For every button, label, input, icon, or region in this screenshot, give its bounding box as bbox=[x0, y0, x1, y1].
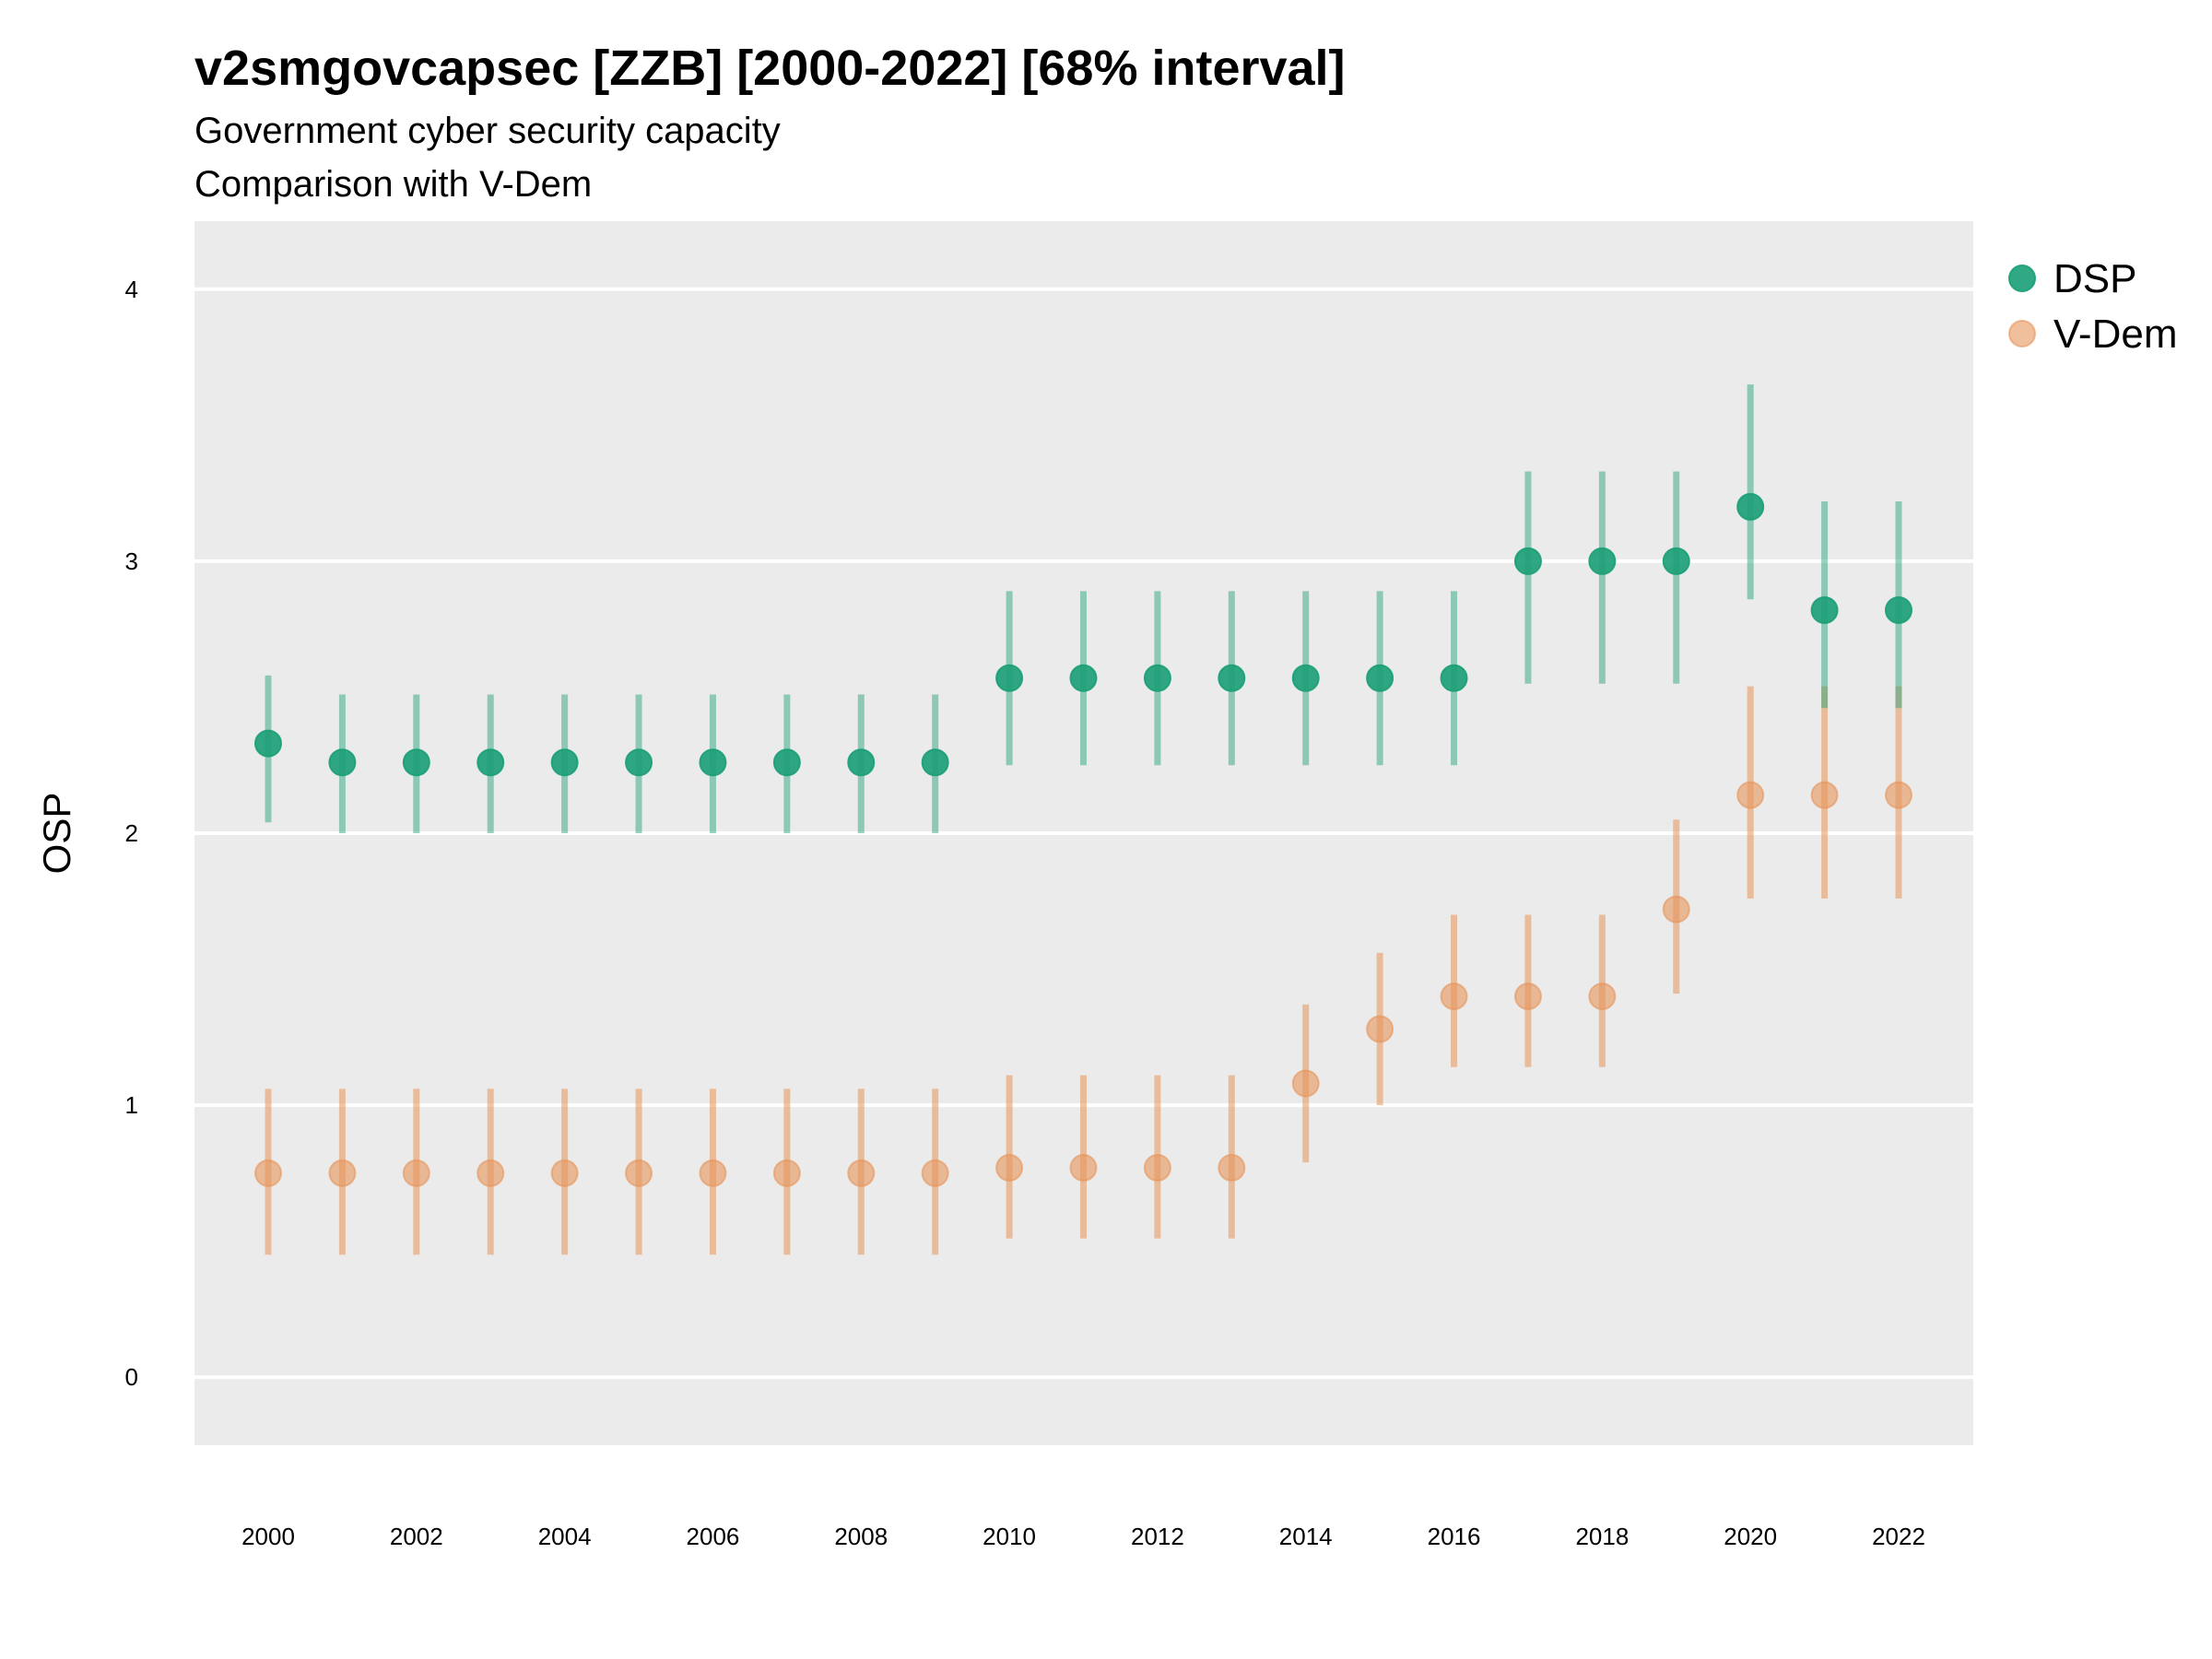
point-vdem-2018 bbox=[1588, 982, 1617, 1011]
point-vdem-2014 bbox=[1291, 1069, 1320, 1098]
point-dsp-2007 bbox=[772, 748, 801, 777]
y-axis-label: OSP bbox=[35, 793, 78, 875]
point-vdem-2009 bbox=[921, 1159, 949, 1187]
point-vdem-2016 bbox=[1440, 982, 1468, 1011]
point-vdem-2012 bbox=[1143, 1153, 1171, 1182]
x-tick-label-2014: 2014 bbox=[1279, 1523, 1333, 1550]
legend: DSP V-Dem bbox=[2008, 256, 2177, 357]
x-tick-label-2004: 2004 bbox=[538, 1523, 592, 1550]
point-dsp-2022 bbox=[1885, 596, 1912, 625]
y-tick-label-2: 2 bbox=[125, 819, 138, 847]
legend-key-vdem bbox=[2008, 320, 2036, 347]
y-tick-label-0: 0 bbox=[125, 1363, 138, 1391]
point-vdem-2021 bbox=[1810, 781, 1839, 809]
point-vdem-2003 bbox=[477, 1159, 505, 1187]
point-dsp-2014 bbox=[1291, 664, 1320, 692]
point-vdem-2013 bbox=[1218, 1153, 1246, 1182]
series-vdem bbox=[254, 686, 1912, 1255]
x-axis-ticks: 2000 2002 2004 2006 2008 2010 2012 2014 2016 2018… bbox=[241, 1523, 1925, 1550]
point-dsp-2017 bbox=[1513, 547, 1542, 575]
point-dsp-2001 bbox=[328, 748, 357, 777]
data-marks bbox=[254, 384, 1912, 1255]
x-tick-label-2006: 2006 bbox=[687, 1523, 740, 1550]
point-vdem-2004 bbox=[550, 1159, 579, 1187]
point-dsp-2019 bbox=[1662, 547, 1690, 575]
point-vdem-2002 bbox=[402, 1159, 430, 1187]
point-vdem-2008 bbox=[847, 1159, 876, 1187]
point-vdem-2005 bbox=[625, 1159, 653, 1187]
point-dsp-2012 bbox=[1143, 664, 1171, 692]
point-vdem-2007 bbox=[772, 1159, 801, 1187]
point-vdem-2001 bbox=[328, 1159, 357, 1187]
point-dsp-2020 bbox=[1736, 492, 1765, 521]
series-dsp bbox=[254, 384, 1912, 833]
point-dsp-2021 bbox=[1810, 596, 1839, 625]
point-dsp-2006 bbox=[699, 748, 727, 777]
x-tick-label-2020: 2020 bbox=[1724, 1523, 1777, 1550]
point-vdem-2011 bbox=[1069, 1153, 1098, 1182]
point-dsp-2015 bbox=[1366, 664, 1394, 692]
y-tick-label-4: 4 bbox=[125, 276, 138, 303]
point-dsp-2005 bbox=[625, 748, 653, 777]
legend-label-vdem: V-Dem bbox=[2053, 312, 2177, 357]
x-tick-label-2008: 2008 bbox=[834, 1523, 888, 1550]
x-tick-label-2010: 2010 bbox=[982, 1523, 1036, 1550]
x-tick-label-2018: 2018 bbox=[1575, 1523, 1629, 1550]
chart-subtitle-2: Comparison with V-Dem bbox=[194, 164, 592, 205]
point-dsp-2002 bbox=[402, 748, 430, 777]
point-dsp-2011 bbox=[1069, 664, 1098, 692]
chart-title: v2smgovcapsec [ZZB] [2000-2022] [68% int… bbox=[194, 41, 1346, 96]
point-dsp-2004 bbox=[550, 748, 579, 777]
point-dsp-2003 bbox=[477, 748, 505, 777]
point-vdem-2006 bbox=[699, 1159, 727, 1187]
x-tick-label-2022: 2022 bbox=[1872, 1523, 1925, 1550]
legend-key-dsp bbox=[2008, 265, 2036, 292]
point-dsp-2018 bbox=[1588, 547, 1617, 575]
x-tick-label-2016: 2016 bbox=[1428, 1523, 1481, 1550]
legend-label-dsp: DSP bbox=[2053, 256, 2136, 301]
point-vdem-2022 bbox=[1885, 781, 1912, 809]
point-vdem-2000 bbox=[254, 1159, 282, 1187]
x-tick-label-2000: 2000 bbox=[241, 1523, 295, 1550]
point-vdem-2020 bbox=[1736, 781, 1765, 809]
y-axis-ticks: 0 1 2 3 4 bbox=[125, 276, 138, 1391]
point-vdem-2010 bbox=[995, 1153, 1024, 1182]
x-tick-label-2012: 2012 bbox=[1131, 1523, 1184, 1550]
point-dsp-2010 bbox=[995, 664, 1024, 692]
y-tick-label-1: 1 bbox=[125, 1091, 138, 1119]
point-dsp-2016 bbox=[1440, 664, 1468, 692]
point-dsp-2013 bbox=[1218, 664, 1246, 692]
chart-subtitle-1: Government cyber security capacity bbox=[194, 111, 781, 151]
point-dsp-2008 bbox=[847, 748, 876, 777]
point-dsp-2000 bbox=[254, 729, 282, 758]
y-tick-label-3: 3 bbox=[125, 547, 138, 575]
point-dsp-2009 bbox=[921, 748, 949, 777]
x-tick-label-2002: 2002 bbox=[390, 1523, 443, 1550]
point-vdem-2017 bbox=[1513, 982, 1542, 1011]
point-vdem-2019 bbox=[1662, 895, 1690, 924]
point-vdem-2015 bbox=[1366, 1015, 1394, 1043]
